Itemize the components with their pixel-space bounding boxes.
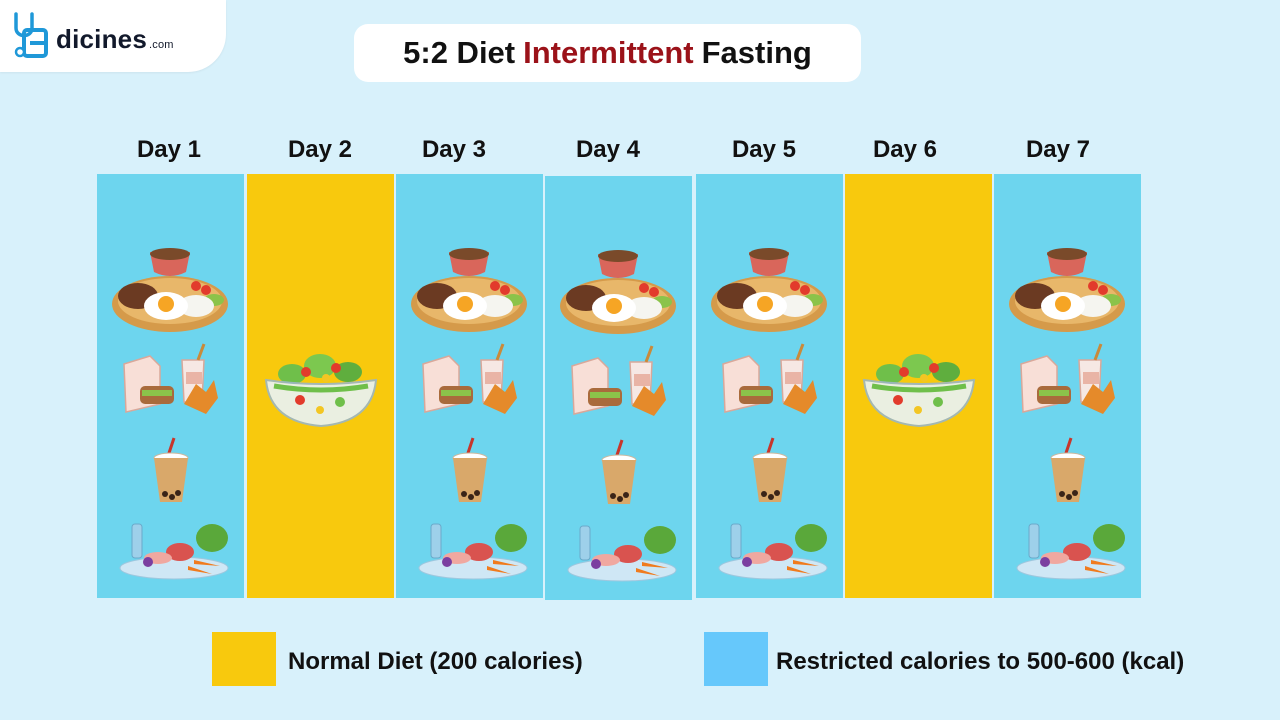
takeout-meal-icon [1020, 343, 1115, 414]
takeout-meal-icon [571, 345, 666, 416]
day-label-7: Day 7 [1025, 136, 1091, 163]
meal-plate-icon [711, 248, 827, 332]
day-label-6: Day 6 [872, 136, 938, 163]
takeout-meal-icon [722, 343, 817, 414]
legend-label-normal: Normal Diet (200 calories) [288, 648, 583, 675]
day-column-6 [845, 174, 992, 598]
day-column-3 [396, 174, 543, 598]
legend-label-restricted: Restricted calories to 500-600 (kcal) [776, 648, 1185, 675]
day-label-3: Day 3 [421, 136, 487, 163]
salad-bowl-icon [264, 354, 378, 428]
day-column-5 [696, 174, 843, 598]
boba-drink-icon [153, 437, 189, 502]
fresh-groceries-icon [1016, 523, 1126, 580]
day-label-2: Day 2 [287, 136, 353, 163]
boba-drink-icon [452, 437, 488, 502]
meal-plate-icon [1009, 248, 1125, 332]
meal-plate-icon [112, 248, 228, 332]
logo-suffix: .com [149, 39, 174, 51]
day-column-2 [247, 174, 394, 598]
takeout-meal-icon [123, 343, 218, 414]
fresh-groceries-icon [119, 523, 229, 580]
meal-plate-icon [411, 248, 527, 332]
meal-plate-icon [560, 250, 676, 334]
title-part-1: 5:2 Diet [403, 35, 516, 70]
stethoscope-e-logo-icon [14, 12, 48, 58]
legend-swatch-normal [212, 632, 276, 686]
fresh-groceries-icon [418, 523, 528, 580]
salad-bowl-icon [862, 354, 976, 428]
legend-swatch-restricted [704, 632, 768, 686]
boba-drink-icon [752, 437, 788, 502]
page-title: 5:2 Diet Intermittent Fasting [354, 24, 861, 82]
boba-drink-icon [601, 439, 637, 504]
takeout-meal-icon [422, 343, 517, 414]
logo-wordmark: dicines .com [56, 24, 174, 55]
day-label-1: Day 1 [136, 136, 202, 163]
day-label-5: Day 5 [731, 136, 797, 163]
day-column-7 [994, 174, 1141, 598]
site-logo[interactable]: dicines .com [0, 0, 226, 72]
day-column-1 [97, 174, 244, 598]
fresh-groceries-icon [567, 525, 677, 582]
logo-wordmark-text: dicines [56, 24, 147, 54]
title-part-2: Fasting [701, 35, 812, 70]
boba-drink-icon [1050, 437, 1086, 502]
fresh-groceries-icon [718, 523, 828, 580]
title-accent: Intermittent [523, 35, 694, 70]
day-column-4 [545, 176, 692, 600]
day-label-4: Day 4 [575, 136, 641, 163]
